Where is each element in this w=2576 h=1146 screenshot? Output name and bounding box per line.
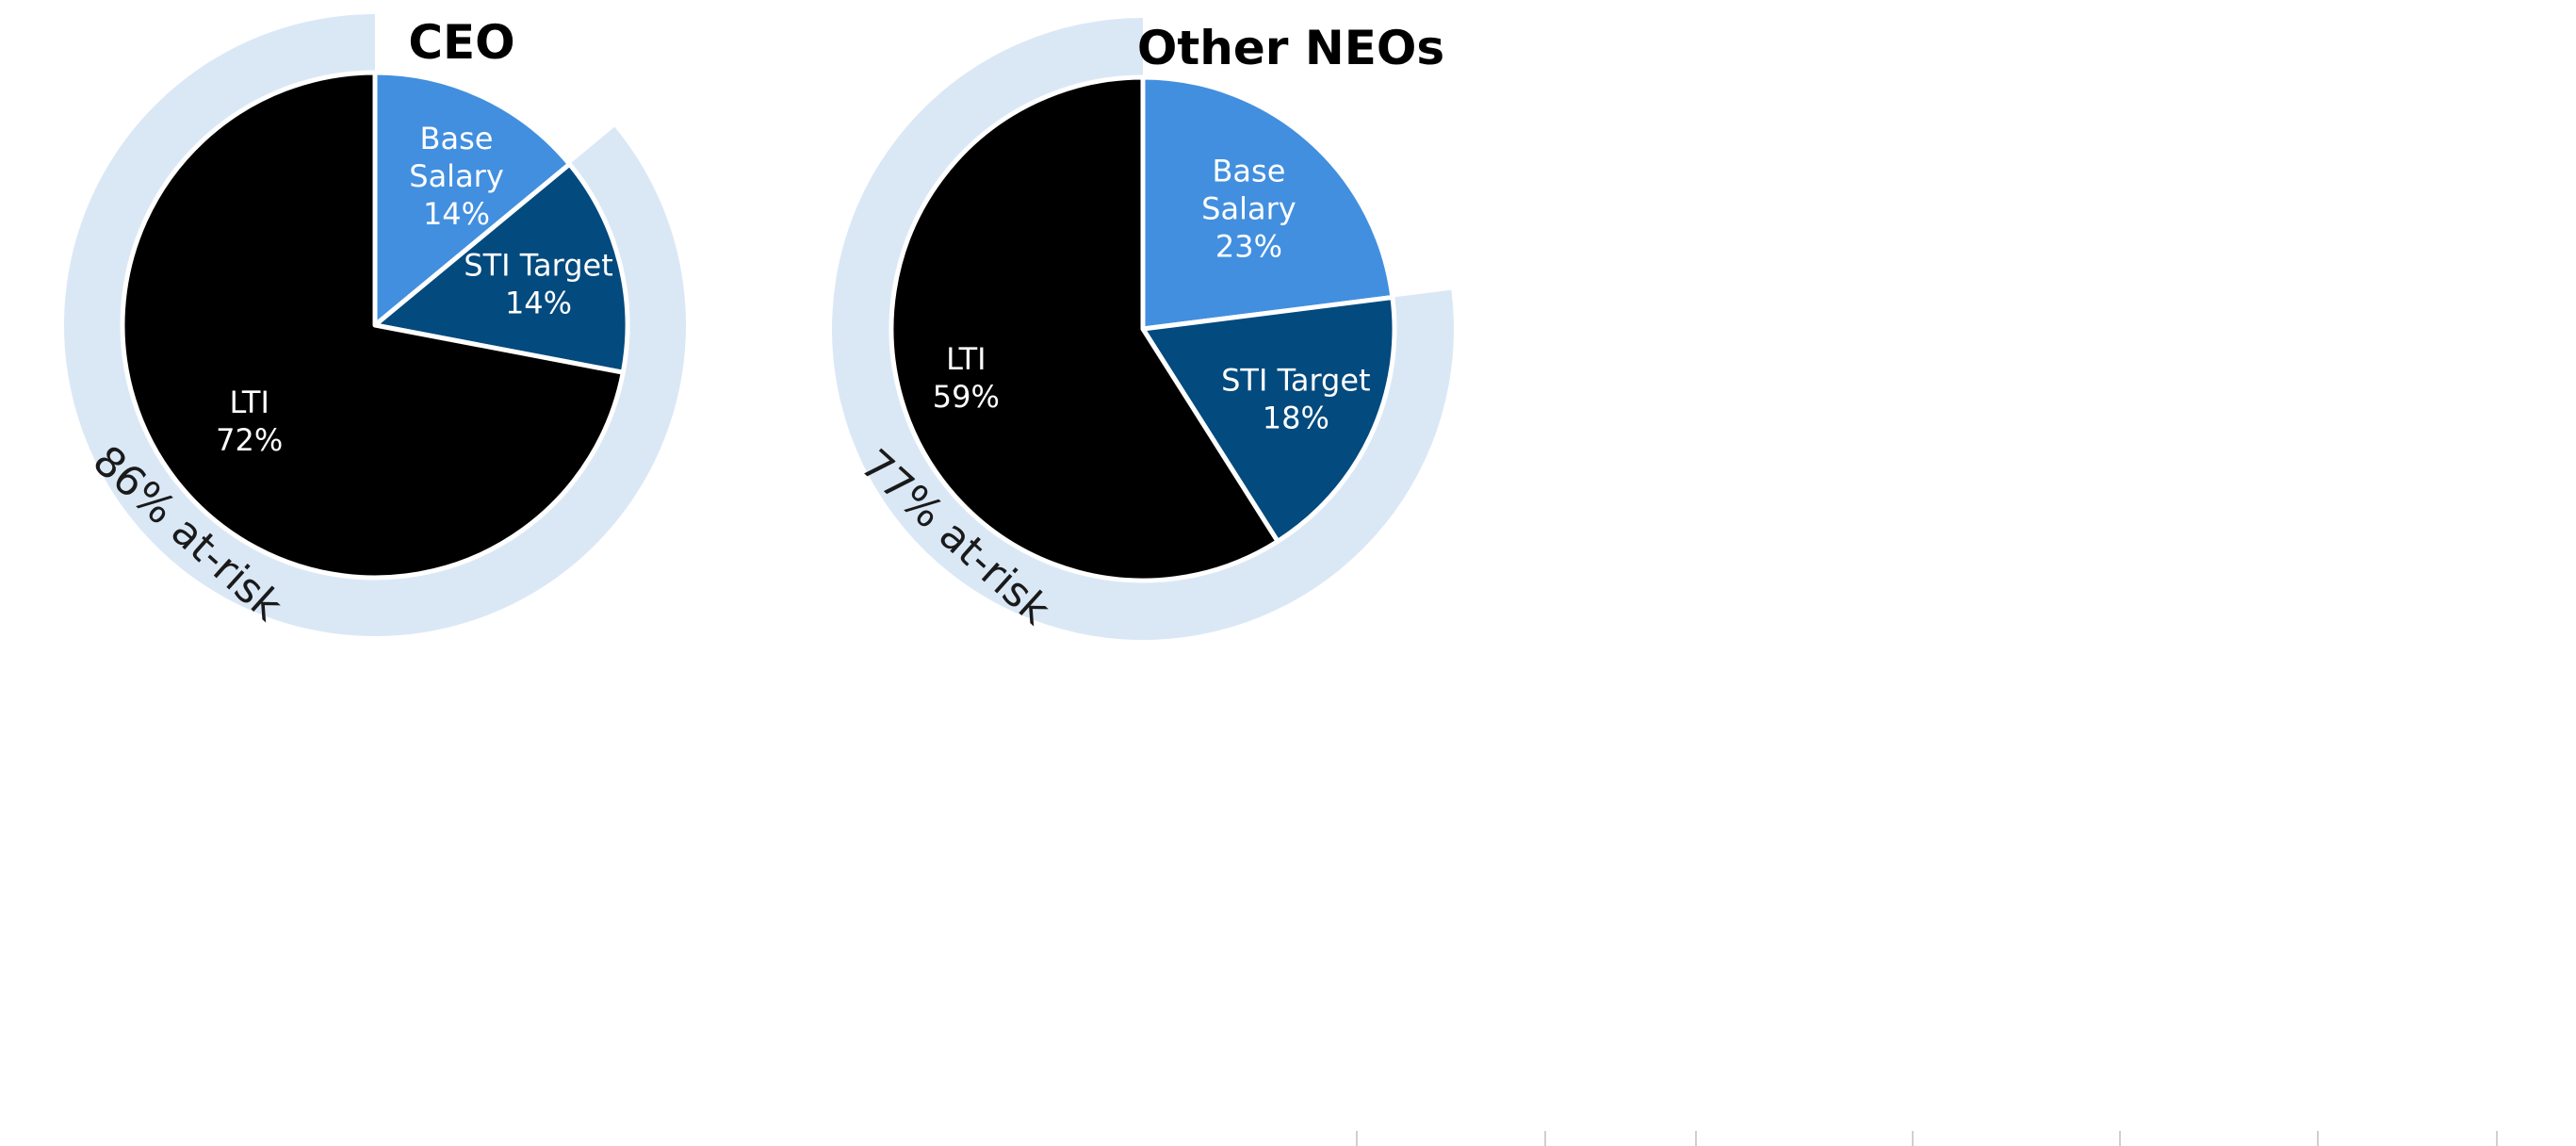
slice-label-sti-target: STI Target 18% <box>1221 363 1370 436</box>
slice-name-label: STI Target <box>1221 363 1370 399</box>
slice-label-base-salary: Base Salary 23% <box>1201 154 1296 265</box>
bottom-axis-ticks <box>1356 1131 2498 1146</box>
slice-value-label: 23% <box>1215 229 1282 265</box>
slice-label-lti: LTI 59% <box>933 341 1000 415</box>
slice-name-label: Salary <box>1201 191 1296 227</box>
slice-value-label: 14% <box>423 196 490 232</box>
slice-name-label: Salary <box>409 158 504 194</box>
chart-title: CEO <box>408 15 514 70</box>
slice-value-label: 14% <box>505 286 572 321</box>
pie-slice-lti <box>889 74 1280 583</box>
slice-value-label: 59% <box>933 379 1000 415</box>
slice-name-label: LTI <box>946 341 986 377</box>
slice-label-sti-target: STI Target 14% <box>464 248 612 321</box>
pie-chart-other-neos: Base Salary 23% STI Target 18% LTI 59% Other NE… <box>832 18 1454 641</box>
slice-label-base-salary: Base Salary 14% <box>409 121 504 232</box>
pie-slice-base-salary <box>372 70 572 328</box>
slice-name-label: STI Target <box>464 248 612 284</box>
pie-slice-lti <box>120 70 626 581</box>
chart-title: Other NEOs <box>1137 21 1444 75</box>
pie-slice-sti-target <box>1140 295 1397 544</box>
slice-value-label: 18% <box>1263 401 1329 436</box>
slice-name-label: LTI <box>230 385 269 420</box>
slice-name-label: Base <box>420 121 494 156</box>
pie-slice-sti-target <box>372 161 630 375</box>
slice-label-lti: LTI 72% <box>216 385 283 458</box>
slice-value-label: 72% <box>216 422 283 458</box>
slice-name-label: Base <box>1212 154 1285 189</box>
pie-slice-base-salary <box>1140 74 1395 332</box>
